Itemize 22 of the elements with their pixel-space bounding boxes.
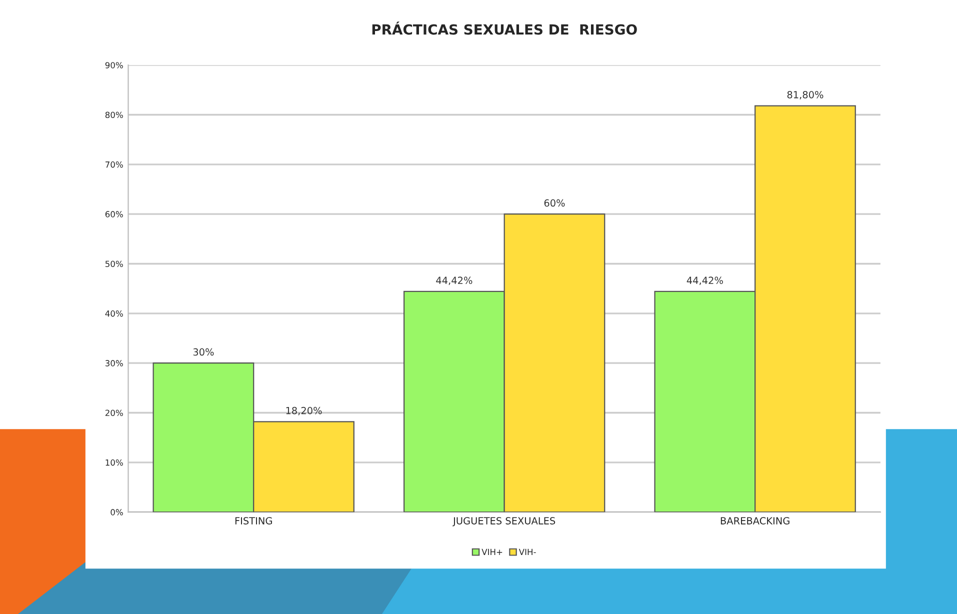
y-tick-label: 40% bbox=[105, 310, 123, 317]
data-label: 18,20% bbox=[286, 406, 322, 416]
data-label: 44,42% bbox=[686, 276, 723, 286]
y-tick-label: 0% bbox=[110, 509, 123, 516]
legend-label: VIH+ bbox=[482, 548, 502, 555]
data-label: 44,42% bbox=[436, 276, 472, 286]
y-tick-label: 80% bbox=[105, 112, 123, 118]
x-tick-label: BAREBACKING bbox=[720, 517, 790, 524]
y-tick-label: 50% bbox=[106, 260, 123, 268]
y-tick-label: 30% bbox=[105, 360, 123, 366]
y-tick-label: 10% bbox=[106, 459, 123, 466]
x-tick-label: JUGUETES SEXUALES bbox=[452, 517, 556, 526]
data-label: 60% bbox=[544, 199, 565, 207]
legend-label: VIH- bbox=[518, 548, 536, 555]
chart-title: PRÁCTICAS SEXUALES DE RIESGO bbox=[372, 22, 637, 35]
x-tick-label: FISTING bbox=[235, 517, 272, 524]
y-tick-label: 90% bbox=[105, 62, 123, 68]
data-label: 81,80% bbox=[787, 91, 824, 100]
y-tick-label: 70% bbox=[106, 161, 123, 168]
y-tick-label: 60% bbox=[105, 211, 123, 218]
data-label: 30% bbox=[193, 348, 214, 356]
y-tick-label: 20% bbox=[105, 410, 123, 416]
